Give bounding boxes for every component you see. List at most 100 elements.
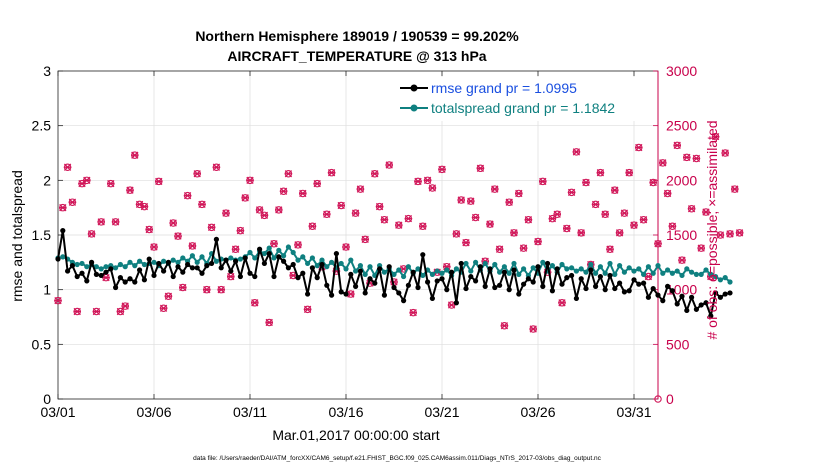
obs-assimilated-point [150, 243, 158, 251]
obs-assimilated-point [111, 218, 120, 226]
obs-assimilated-point [611, 186, 619, 194]
obs-assimilated-point [227, 272, 235, 281]
rmse-point [415, 284, 421, 291]
rmse-point [175, 264, 181, 270]
totalspread-point [213, 258, 219, 264]
totalspread-point [626, 265, 632, 271]
obs-assimilated-point [145, 225, 153, 234]
rmse-point [319, 261, 325, 268]
totalspread-point [540, 259, 546, 265]
totalspread-point [698, 271, 704, 277]
rmse-point [213, 236, 219, 242]
obs-assimilated-point [716, 231, 725, 239]
totalspread-point [266, 245, 272, 251]
legend-rmse-marker [410, 84, 418, 92]
y-tick-label: 1.5 [32, 227, 52, 243]
rmse-point [55, 256, 61, 262]
rmse-point [401, 298, 407, 304]
totalspread-point [631, 268, 637, 274]
obs-assimilated-point [265, 318, 273, 327]
obs-assimilated-point [515, 189, 523, 198]
rmse-point [497, 282, 503, 288]
totalspread-point [137, 258, 143, 264]
obs-assimilated-point [102, 273, 110, 282]
totalspread-point [669, 270, 676, 276]
obs-assimilated-point [73, 307, 81, 316]
totalspread-point [660, 270, 666, 276]
rmse-point [506, 287, 512, 293]
rmse-point [122, 279, 128, 285]
obs-assimilated-point [505, 198, 513, 206]
rmse-point [89, 259, 95, 265]
rmse-point [521, 281, 527, 287]
y-axis-label: rmse and totalspread [9, 170, 25, 302]
totalspread-point [439, 270, 445, 276]
totalspread-point [708, 271, 714, 277]
totalspread-point [617, 263, 623, 269]
totalspread-point [703, 267, 709, 273]
rmse-point [593, 283, 599, 289]
rmse-point [449, 269, 455, 275]
obs-assimilated-point [500, 322, 509, 330]
obs-assimilated-point [92, 307, 101, 316]
y2-tick-label: 2000 [666, 172, 697, 188]
totalspread-point [175, 259, 181, 265]
obs-assimilated-point [639, 216, 648, 224]
totalspread-point [161, 258, 167, 264]
rmse-point [141, 277, 147, 283]
obs-assimilated-point [495, 245, 504, 253]
chart-subtitle: AIRCRAFT_TEMPERATURE @ 313 hPa [227, 48, 486, 64]
rmse-point [305, 291, 311, 297]
rmse-point [607, 272, 613, 279]
obs-assimilated-point [217, 286, 225, 294]
rmse-point [338, 289, 344, 295]
obs-assimilated-point [476, 164, 485, 172]
totalspread-point [516, 271, 522, 277]
totalspread-point [727, 279, 733, 285]
obs-assimilated-point [591, 200, 600, 209]
totalspread-point [492, 261, 498, 268]
obs-assimilated-point [582, 178, 590, 187]
totalspread-point [482, 260, 488, 267]
rmse-point [554, 266, 560, 272]
totalspread-point [117, 261, 123, 268]
totalspread-point [314, 263, 320, 269]
rmse-point [660, 298, 666, 304]
rmse-point [713, 290, 719, 296]
rmse-point [669, 288, 676, 294]
rmse-point [650, 285, 656, 292]
rmse-point [261, 260, 267, 267]
rmse-point [381, 292, 387, 298]
obs-assimilated-point [577, 229, 585, 237]
totalspread-point [141, 261, 147, 268]
obs-assimilated-point [270, 240, 278, 248]
obs-assimilated-point [630, 221, 638, 229]
obs-assimilated-point [246, 176, 254, 184]
obs-assimilated-point [212, 163, 221, 171]
totalspread-point [151, 259, 157, 265]
x-tick-label: 03/06 [136, 404, 171, 420]
rmse-point [377, 266, 383, 272]
totalspread-point [127, 259, 133, 265]
rmse-point [530, 279, 536, 285]
rmse-point [266, 250, 272, 257]
rmse-point [93, 271, 99, 277]
obs-assimilated-point [68, 198, 77, 206]
rmse-point [247, 270, 253, 276]
obs-assimilated-point [726, 230, 734, 238]
y-tick-label: 0.5 [32, 336, 52, 352]
totalspread-point [713, 273, 719, 280]
obs-assimilated-point [491, 185, 499, 193]
totalspread-point [113, 265, 119, 271]
obs-assimilated-point [467, 197, 475, 205]
rmse-point [545, 260, 551, 267]
obs-assimilated-point [414, 177, 422, 186]
obs-assimilated-point [140, 202, 149, 211]
y2-tick-label: 500 [666, 336, 690, 352]
obs-assimilated-point [63, 163, 72, 171]
rmse-point [549, 288, 556, 294]
totalspread-point [506, 270, 512, 276]
obs-assimilated-point [567, 188, 576, 197]
rmse-point [329, 292, 335, 298]
rmse-point [113, 284, 119, 291]
